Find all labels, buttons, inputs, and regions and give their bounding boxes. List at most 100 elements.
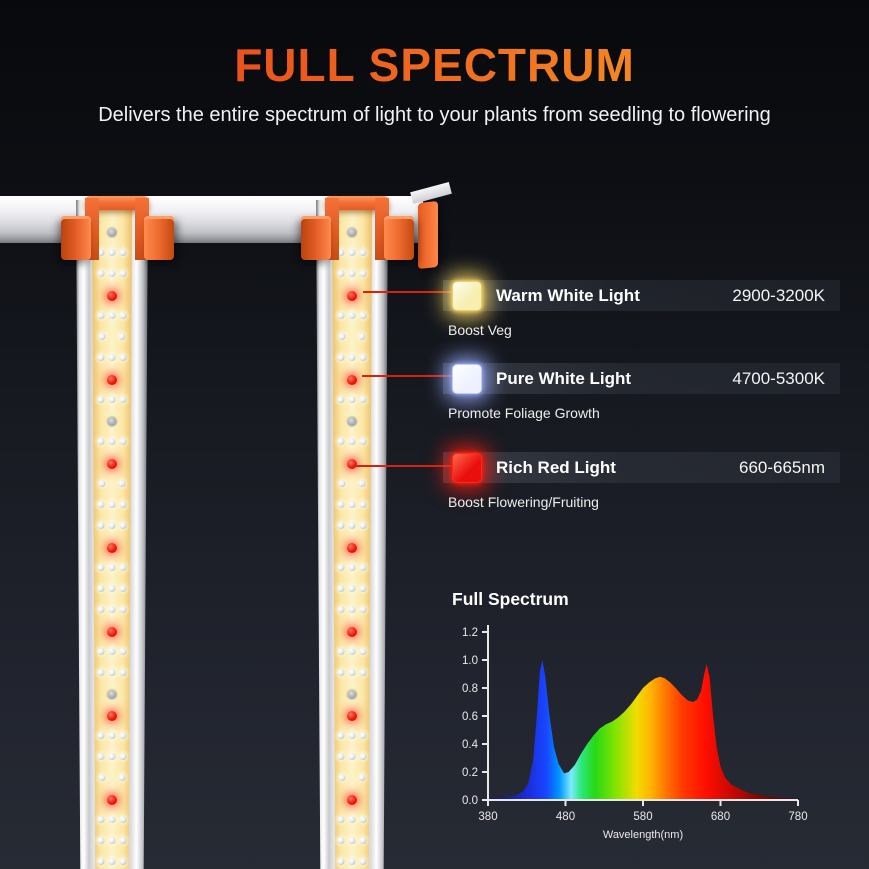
white-led-icon: [348, 585, 356, 592]
white-led-icon: [108, 837, 116, 844]
red-led-icon: [347, 459, 357, 469]
white-led-icon: [97, 270, 105, 277]
white-led-icon: [119, 354, 127, 361]
legend-value: 4700-5300K: [732, 368, 825, 388]
white-led-icon: [359, 522, 367, 529]
white-led-icon: [119, 501, 127, 508]
legend-block-rich-red: Rich Red Light 660-665nm Boost Flowering…: [443, 452, 840, 510]
red-led-icon: [347, 543, 357, 553]
white-led-icon: [337, 522, 345, 529]
white-led-icon: [108, 732, 116, 739]
white-led-icon: [358, 480, 366, 487]
white-led-icon: [108, 501, 116, 508]
white-led-icon: [337, 753, 345, 760]
white-led-icon: [97, 732, 105, 739]
red-led-icon: [107, 795, 117, 805]
white-led-icon: [108, 858, 116, 865]
white-led-icon: [348, 396, 356, 403]
screw-icon: [107, 417, 117, 426]
screw-icon: [347, 417, 357, 426]
red-led-icon: [107, 711, 117, 721]
screw-icon: [347, 690, 357, 699]
white-led-icon: [119, 312, 127, 319]
mounting-clip-wing-left: [61, 216, 91, 260]
white-led-icon: [119, 396, 127, 403]
tick-label: 680: [711, 811, 730, 823]
red-led-icon: [347, 711, 357, 721]
white-led-icon: [98, 480, 106, 487]
led-strip: [92, 200, 132, 869]
red-led-icon: [107, 627, 117, 637]
white-led-icon: [337, 837, 345, 844]
white-led-icon: [118, 480, 126, 487]
callout-line-warm-white: [363, 291, 452, 293]
white-led-icon: [97, 522, 105, 529]
callout-line-pure-white: [362, 375, 452, 377]
white-led-icon: [97, 396, 105, 403]
white-led-icon: [348, 669, 356, 676]
white-led-icon: [348, 732, 356, 739]
tick-label: 1.2: [462, 627, 478, 639]
white-led-icon: [359, 396, 367, 403]
white-led-icon: [108, 354, 116, 361]
white-led-icon: [97, 249, 105, 256]
white-led-icon: [359, 249, 367, 256]
white-led-icon: [119, 669, 127, 676]
white-led-icon: [98, 333, 106, 340]
spectrum-curve: [488, 660, 798, 800]
white-led-icon: [108, 753, 116, 760]
red-led-icon: [347, 291, 357, 301]
legend-block-pure-white: Pure White Light 4700-5300K Promote Foli…: [443, 363, 840, 421]
white-led-icon: [97, 585, 105, 592]
red-led-icon: [107, 459, 117, 469]
legend-caption: Promote Foliage Growth: [448, 405, 600, 421]
white-led-icon: [359, 270, 367, 277]
mounting-clip-cap: [85, 196, 149, 210]
white-led-icon: [359, 648, 367, 655]
white-led-icon: [119, 270, 127, 277]
chart-title: Full Spectrum: [452, 589, 569, 609]
white-led-icon: [337, 501, 345, 508]
white-led-icon: [359, 858, 367, 865]
white-led-icon: [119, 585, 127, 592]
white-led-icon: [108, 438, 116, 445]
white-led-icon: [98, 774, 106, 781]
white-led-icon: [97, 606, 105, 613]
white-led-icon: [359, 669, 367, 676]
white-led-icon: [97, 312, 105, 319]
red-led-icon: [107, 375, 117, 385]
white-led-icon: [348, 354, 356, 361]
white-led-icon: [108, 564, 116, 571]
white-led-icon: [119, 858, 127, 865]
white-led-icon: [337, 396, 345, 403]
white-led-icon: [348, 438, 356, 445]
white-led-icon: [348, 249, 356, 256]
page-subtitle: Delivers the entire spectrum of light to…: [98, 104, 771, 126]
led-light-bar-left: [61, 196, 174, 869]
white-led-icon: [359, 837, 367, 844]
white-led-icon: [119, 564, 127, 571]
white-led-icon: [97, 564, 105, 571]
legend-row-pure-white: Pure White Light 4700-5300K: [443, 363, 840, 394]
screw-icon: [107, 690, 117, 699]
white-led-icon: [348, 564, 356, 571]
pure-white-led-swatch-icon: [452, 363, 482, 394]
white-led-icon: [348, 501, 356, 508]
white-led-icon: [348, 816, 356, 823]
white-led-icon: [118, 774, 126, 781]
white-led-icon: [337, 816, 345, 823]
spectrum-chart: 0.0 0.2 0.4 0.6 0.8 1.0 1.2 380 480 580 680 780: [462, 625, 808, 823]
white-led-icon: [337, 564, 345, 571]
white-led-icon: [97, 669, 105, 676]
tick-label: 580: [633, 811, 652, 823]
white-led-icon: [359, 438, 367, 445]
white-led-icon: [108, 585, 116, 592]
white-led-icon: [359, 312, 367, 319]
legend-value: 2900-3200K: [732, 285, 825, 305]
white-led-icon: [119, 606, 127, 613]
white-led-icon: [337, 438, 345, 445]
white-led-icon: [359, 564, 367, 571]
white-led-icon: [108, 312, 116, 319]
white-led-icon: [97, 753, 105, 760]
